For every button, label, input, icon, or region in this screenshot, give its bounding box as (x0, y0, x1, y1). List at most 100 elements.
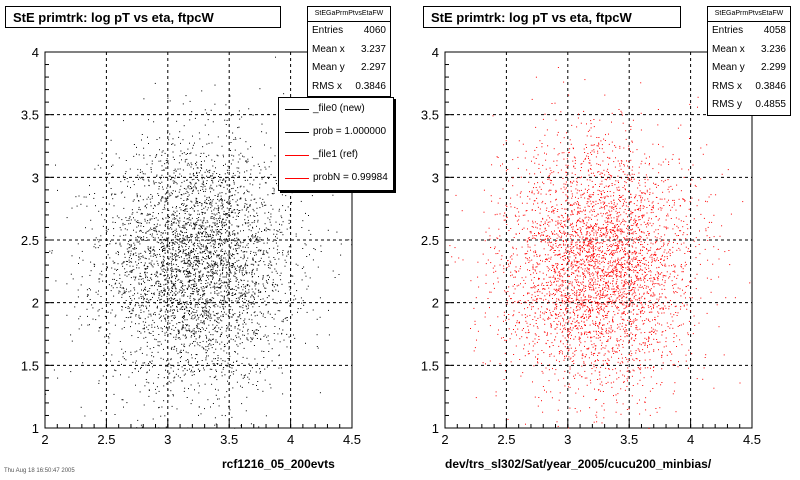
data-point (194, 370, 195, 372)
data-point (130, 187, 131, 189)
data-point (163, 377, 165, 379)
data-point (206, 355, 207, 357)
data-point (282, 252, 283, 254)
data-point (216, 379, 218, 381)
data-point (636, 304, 638, 306)
data-point (283, 93, 285, 95)
data-point (262, 390, 264, 392)
data-point (187, 265, 189, 267)
data-point (240, 230, 241, 232)
data-point (240, 279, 242, 281)
data-point (565, 258, 566, 260)
data-point (185, 324, 187, 325)
data-point (569, 234, 571, 236)
data-point (153, 313, 155, 315)
data-point (274, 283, 276, 285)
data-point (184, 161, 186, 163)
data-point (167, 224, 169, 226)
data-point (200, 270, 202, 272)
data-point (644, 311, 646, 313)
data-point (113, 273, 115, 275)
data-point (639, 310, 641, 312)
data-point (161, 212, 163, 214)
data-point (191, 307, 193, 309)
data-point (231, 255, 233, 257)
data-point (503, 311, 505, 313)
data-point (560, 204, 562, 205)
data-point (187, 276, 189, 278)
data-point (246, 357, 248, 359)
data-point (199, 342, 201, 343)
data-point (93, 265, 95, 267)
data-point (163, 169, 164, 171)
data-point (210, 191, 211, 193)
data-point (264, 317, 266, 318)
data-point (180, 142, 181, 144)
data-point (151, 218, 153, 220)
data-point (229, 265, 231, 267)
data-point (165, 369, 166, 371)
data-point (588, 226, 590, 228)
data-point (158, 407, 160, 409)
data-point (155, 256, 157, 258)
data-point (219, 217, 221, 219)
data-point (316, 318, 318, 320)
data-point (541, 370, 543, 372)
data-point (205, 365, 207, 367)
data-point (272, 279, 274, 281)
data-point (155, 339, 157, 341)
data-point (170, 292, 172, 294)
data-point (214, 262, 216, 264)
data-point (155, 229, 157, 231)
data-point (229, 189, 231, 191)
data-point (181, 194, 183, 195)
data-point (175, 207, 177, 209)
data-point (147, 246, 149, 248)
data-point (220, 348, 222, 350)
data-point (254, 261, 256, 263)
data-point (133, 144, 135, 145)
data-point (587, 190, 588, 192)
data-point (121, 294, 123, 296)
data-point (673, 241, 674, 243)
data-point (140, 262, 142, 263)
data-point (313, 248, 315, 249)
data-point (559, 231, 561, 232)
data-point (202, 290, 204, 292)
data-point (176, 306, 177, 307)
data-point (171, 328, 173, 330)
data-point (219, 192, 221, 194)
data-point (254, 254, 256, 256)
data-point (228, 283, 230, 285)
data-point (271, 360, 273, 362)
data-point (226, 325, 228, 326)
data-point (131, 209, 133, 211)
data-point (137, 337, 139, 338)
data-point (649, 156, 650, 158)
data-point (260, 291, 262, 293)
data-point (160, 343, 162, 345)
data-point (566, 343, 568, 345)
data-point (203, 321, 205, 323)
data-point (186, 164, 188, 166)
data-point (232, 216, 234, 218)
data-point (268, 256, 270, 258)
data-point (118, 282, 120, 284)
data-point (208, 324, 210, 326)
data-point (301, 302, 303, 304)
timestamp-footnote: Thu Aug 18 16:50:47 2005 (4, 468, 75, 474)
data-point (183, 227, 185, 229)
data-point (622, 285, 624, 287)
data-point (636, 319, 638, 321)
data-point (143, 154, 145, 156)
data-point (102, 225, 104, 227)
data-point (144, 268, 146, 270)
data-point (196, 287, 198, 289)
left-plot-title: StE primtrk: log pT vs eta, ftpcW (5, 6, 281, 28)
data-point (474, 320, 476, 322)
data-point (188, 310, 190, 312)
data-point (177, 168, 179, 170)
data-point (286, 317, 288, 318)
data-point (540, 241, 542, 243)
data-point (579, 294, 581, 296)
